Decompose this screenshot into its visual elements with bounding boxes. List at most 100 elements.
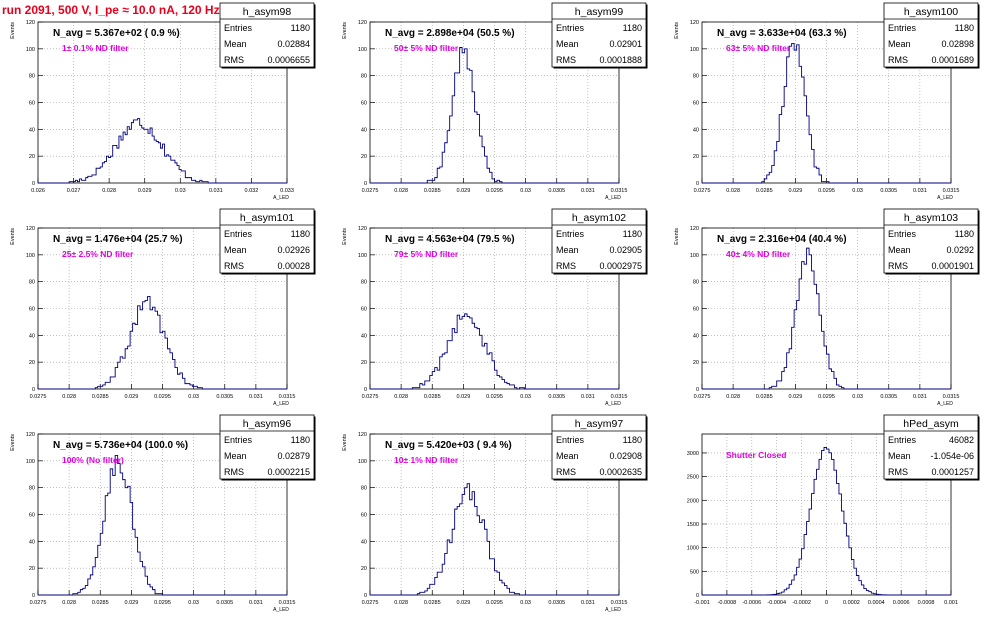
stats-key-mean: Mean (224, 245, 247, 255)
x-tick-label: 0.029 (456, 188, 470, 194)
stats-value-rms: 0.00028 (277, 261, 310, 271)
x-tick-label: 0.0275 (362, 394, 379, 400)
x-tick-label: 0.0295 (818, 188, 835, 194)
x-tick-label: 0.03 (175, 188, 186, 194)
y-tick-label: 100 (358, 253, 367, 259)
stats-key-rms: RMS (556, 261, 576, 271)
y-tick-label: 80 (29, 486, 35, 492)
x-tick-label: 0.0295 (486, 600, 503, 606)
y-tick-label: 60 (29, 101, 35, 107)
stats-value-mean: 0.0292 (946, 245, 974, 255)
x-tick-label: 0.028 (394, 188, 408, 194)
stats-key-mean: Mean (556, 245, 579, 255)
y-tick-label: 1500 (687, 522, 699, 528)
x-tick-label: 0.0008 (918, 600, 935, 606)
x-tick-label: -0.0002 (792, 600, 811, 606)
navg-label: N_avg = 5.420e+03 ( 9.4 %) (385, 440, 512, 451)
y-tick-label: 0 (696, 387, 699, 393)
y-tick-label: 1000 (687, 546, 699, 552)
y-tick-label: 120 (690, 226, 699, 232)
x-tick-label: 0.0275 (362, 188, 379, 194)
stats-value-mean: 0.02884 (277, 39, 310, 49)
histogram-svg-hPed_asym: -0.001 -0.0008 -0.0006 -0.0004 -0.0002 0 0.000… (687, 414, 980, 606)
filter-label: 25± 2.5% ND filter (62, 249, 134, 259)
x-tick-label: 0.0275 (694, 188, 711, 194)
y-axis-title: Events (674, 22, 680, 39)
stats-key-rms: RMS (888, 55, 908, 65)
y-tick-label: 40 (361, 333, 367, 339)
x-tick-label: 0.0275 (362, 600, 379, 606)
stats-key-rms: RMS (224, 261, 244, 271)
histogram-curve-h_asym100 (702, 43, 951, 184)
x-tick-label: 0.029 (456, 600, 470, 606)
y-tick-label: 0 (696, 181, 699, 187)
histogram-panel-h_asym97: 0.0275 0.028 0.0285 0.029 0.0295 0.03 0.0305 0.… (332, 412, 664, 618)
histogram-panel-h_asym96: 0.0275 0.028 0.0285 0.029 0.0295 0.03 0.0305 0.… (0, 412, 332, 618)
filter-label: 63± 5% ND filter (726, 43, 791, 53)
histogram-panel-h_asym99: 0.0275 0.028 0.0285 0.029 0.0295 0.03 0.0305 0.… (332, 0, 664, 206)
x-tick-label: 0.029 (788, 394, 802, 400)
stats-value-entries: 1180 (955, 23, 974, 33)
x-tick-label: 0.03 (188, 600, 199, 606)
y-tick-label: 40 (693, 333, 699, 339)
x-tick-label: 0.029 (124, 394, 138, 400)
x-tick-label: 0.0305 (548, 600, 565, 606)
x-tick-label: 0.0315 (943, 188, 960, 194)
y-tick-label: 80 (361, 486, 367, 492)
x-tick-label: 0.0305 (880, 394, 897, 400)
stats-key-rms: RMS (556, 55, 576, 65)
y-tick-label: 20 (361, 360, 367, 366)
histogram-panel-h_asym101: 0.0275 0.028 0.0285 0.029 0.0295 0.03 0.0305 0.… (0, 206, 332, 412)
y-tick-label: 80 (693, 74, 699, 80)
x-tick-label: 0.028 (62, 394, 76, 400)
y-tick-label: 0 (364, 387, 367, 393)
stats-key-mean: Mean (888, 39, 911, 49)
stats-key-rms: RMS (888, 467, 908, 477)
filter-label: 50± 5% ND filter (394, 43, 459, 53)
x-tick-label: 0.0285 (424, 188, 441, 194)
x-tick-label: 0.0002 (843, 600, 860, 606)
x-tick-label: 0.032 (245, 188, 259, 194)
stats-value-mean: 0.02908 (609, 451, 642, 461)
y-tick-label: 500 (690, 569, 699, 575)
histogram-curve-h_asym99 (370, 47, 619, 184)
stats-value-entries: 1180 (623, 229, 642, 239)
x-axis-title: A_LED (937, 195, 953, 201)
y-tick-label: 80 (29, 280, 35, 286)
y-tick-label: 40 (29, 333, 35, 339)
x-tick-label: 0.0285 (756, 188, 773, 194)
stats-value-rms: 0.0002635 (599, 467, 642, 477)
stats-value-entries: 1180 (955, 229, 974, 239)
histogram-panel-hPed_asym: -0.001 -0.0008 -0.0006 -0.0004 -0.0002 0 0.000… (664, 412, 996, 618)
stats-key-rms: RMS (888, 261, 908, 271)
stats-key-entries: Entries (556, 23, 585, 33)
x-tick-label: 0.0315 (611, 394, 628, 400)
stats-box (219, 414, 315, 480)
y-axis-title: Events (10, 228, 16, 245)
x-tick-label: -0.0006 (742, 600, 761, 606)
y-tick-label: 2000 (687, 498, 699, 504)
stats-box-title: h_asym102 (572, 212, 626, 224)
y-tick-label: 60 (361, 101, 367, 107)
x-tick-label: 0.0275 (30, 394, 47, 400)
y-tick-label: 0 (696, 593, 699, 599)
histogram-curve-h_asym102 (370, 313, 619, 390)
stats-box-title: hPed_asym (903, 418, 959, 430)
x-tick-label: 0.031 (581, 188, 595, 194)
y-tick-label: 120 (358, 226, 367, 232)
stats-box-title: h_asym98 (243, 6, 292, 18)
y-tick-label: 0 (364, 181, 367, 187)
stats-value-entries: 1180 (291, 229, 310, 239)
x-tick-label: 0.0295 (486, 188, 503, 194)
stats-value-mean: -1.054e-06 (930, 451, 974, 461)
x-tick-label: -0.0004 (767, 600, 786, 606)
x-tick-label: 0.0295 (818, 394, 835, 400)
x-tick-label: 0.029 (788, 188, 802, 194)
stats-value-entries: 1180 (623, 23, 642, 33)
stats-value-rms: 0.0001689 (931, 55, 974, 65)
y-tick-label: 120 (26, 432, 35, 438)
x-tick-label: 0.0315 (279, 600, 296, 606)
x-axis-title: A_LED (273, 195, 289, 201)
x-tick-label: 0.03 (520, 188, 531, 194)
x-tick-label: 0.03 (188, 394, 199, 400)
